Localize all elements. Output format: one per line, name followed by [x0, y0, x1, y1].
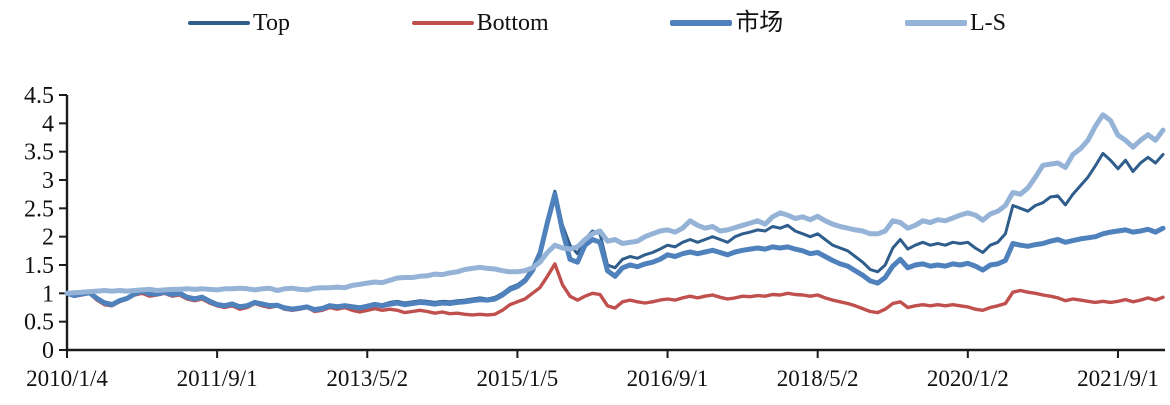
legend-item-ls: L-S	[904, 10, 1006, 36]
x-tick-label: 2013/5/2	[326, 366, 408, 391]
series-line-Top	[65, 151, 1165, 311]
y-tick-label: 3.5	[24, 140, 54, 166]
y-tick-label: 0.5	[24, 310, 54, 336]
y-tick-label: 1	[42, 281, 54, 307]
y-tick-label: 1.5	[24, 253, 54, 279]
legend-label-bottom: Bottom	[476, 10, 549, 36]
y-tick-label: 2	[42, 225, 54, 251]
y-tick-label: 0	[42, 338, 54, 364]
y-tick-label: 4	[42, 111, 54, 137]
x-tick-label: 2015/1/5	[477, 366, 559, 391]
y-tick-label: 3	[42, 168, 54, 194]
legend-label-market: 市场	[735, 10, 784, 36]
legend-item-top: Top	[188, 11, 290, 35]
legend-line-swatch-market	[670, 19, 733, 27]
x-tick-label: 2021/9/1	[1077, 366, 1159, 391]
legend-item-bottom: Bottom	[411, 10, 549, 36]
legend-line-swatch-ls	[904, 19, 967, 27]
y-tick-label: 4.5	[24, 83, 54, 109]
series-line-L-S	[64, 112, 1166, 296]
y-tick-label: 2.5	[24, 196, 54, 222]
legend-line-swatch-top	[188, 20, 250, 26]
legend: Top Bottom 市场 L-S	[188, 8, 1006, 38]
x-tick-label: 2018/5/2	[777, 366, 859, 391]
x-tick-label: 2011/9/1	[177, 366, 258, 391]
legend-label-ls: L-S	[969, 10, 1006, 36]
legend-label-top: Top	[253, 10, 290, 36]
legend-line-swatch-bottom	[411, 20, 474, 26]
x-tick-label: 2020/1/2	[927, 366, 1009, 391]
x-tick-label: 2016/9/1	[627, 366, 709, 391]
x-tick-label: 2010/1/4	[26, 366, 108, 391]
series-line-市场	[64, 191, 1166, 313]
legend-item-market: 市场	[670, 11, 783, 35]
